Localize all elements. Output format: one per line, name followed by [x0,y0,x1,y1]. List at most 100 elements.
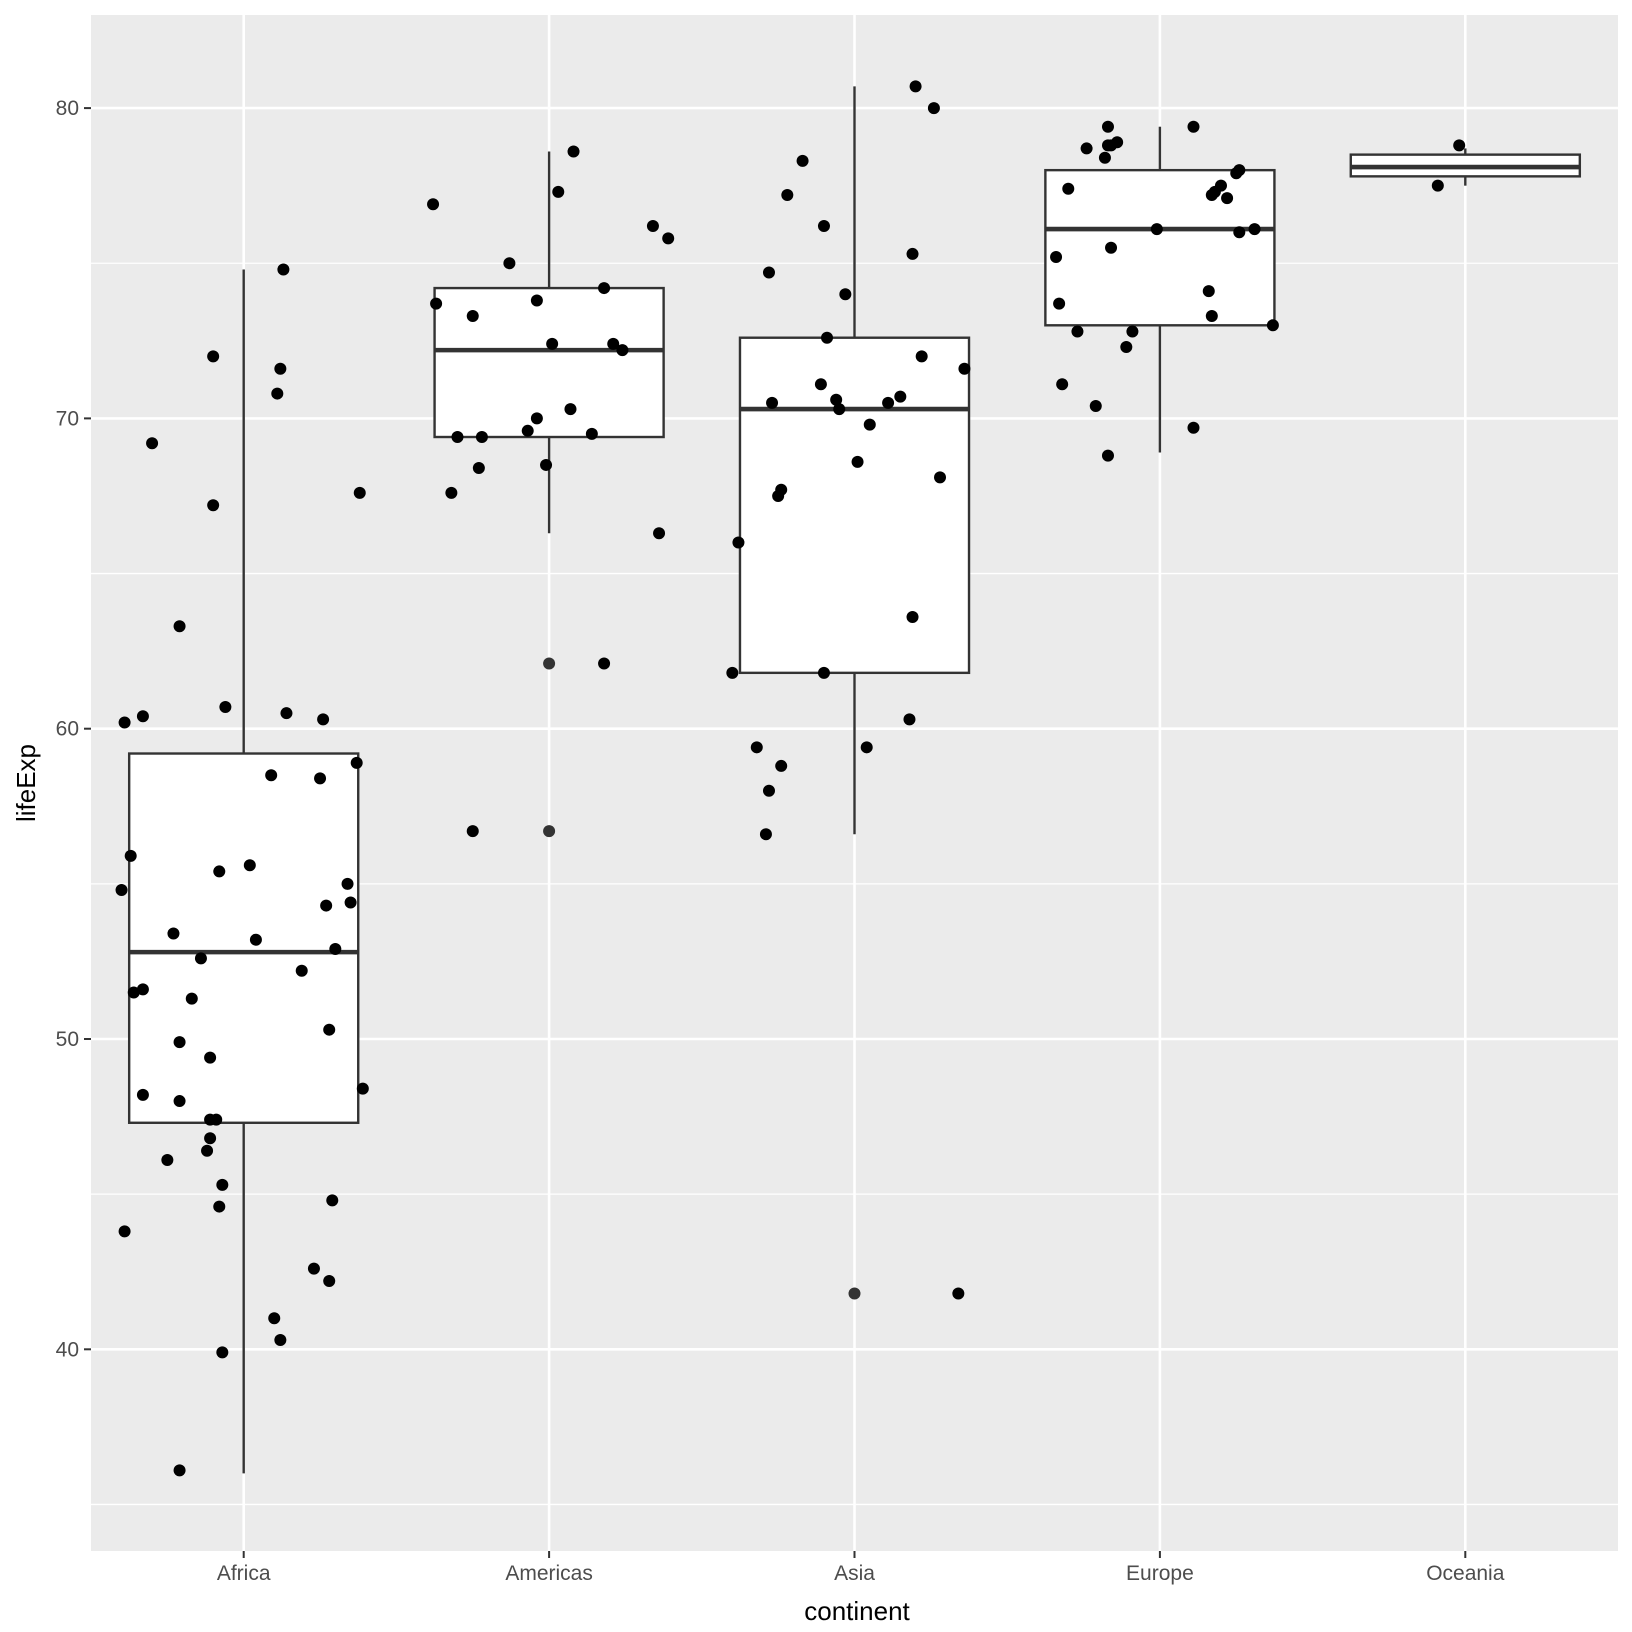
data-point [213,1200,226,1213]
y-tick-label: 60 [56,718,79,741]
data-point [726,666,739,679]
data-point [860,741,873,754]
x-tick-label: Americas [505,1562,593,1585]
data-point [323,1275,336,1288]
data-point [136,710,149,723]
data-point [271,387,284,400]
data-point [265,769,278,782]
data-point [213,865,226,878]
data-point [350,756,363,769]
outlier-point [543,657,556,670]
box-europe [1044,126,1276,453]
data-point [607,337,620,350]
data-point [915,350,928,363]
data-point [530,294,543,307]
box-iqr [738,336,971,675]
x-tick-label: Europe [1126,1562,1194,1585]
data-point [882,396,895,409]
data-point [766,396,779,409]
data-point [781,188,794,201]
data-point [762,266,775,279]
data-point [323,1023,336,1036]
data-point [136,983,149,996]
data-point [277,263,290,276]
data-point [173,1036,186,1049]
data-point [445,486,458,499]
data-point [118,1225,131,1238]
data-point [274,1333,287,1346]
data-point [173,1095,186,1108]
data-point [1120,341,1133,354]
data-point [451,431,464,444]
data-point [194,952,207,965]
data-point [567,145,580,158]
data-point [934,471,947,484]
data-point [1202,285,1215,298]
data-point [1205,309,1218,322]
data-point [1098,151,1111,164]
x-tick-label: Oceania [1426,1562,1505,1585]
data-point [909,80,922,93]
data-point [329,943,342,956]
data-point [775,483,788,496]
data-point [1126,325,1139,338]
data-point [903,713,916,726]
data-point [552,185,565,198]
x-tick-label: Asia [834,1562,875,1585]
point-layer [115,80,1466,1477]
data-point [653,527,666,540]
data-point [775,759,788,772]
data-point [124,849,137,862]
data-point [814,378,827,391]
data-point [1214,179,1227,192]
data-point [280,707,293,720]
data-point [167,927,180,940]
data-point [314,772,327,785]
data-point [958,362,971,375]
data-point [646,220,659,233]
data-point [863,418,876,431]
data-point [1105,241,1118,254]
data-point [1187,120,1200,133]
data-point [851,455,864,468]
data-point [830,393,843,406]
data-point [475,431,488,444]
data-point [1089,399,1102,412]
data-point [894,390,907,403]
data-point [207,499,220,512]
data-point [616,344,629,357]
x-axis-title: continent [804,1596,910,1626]
data-point [185,992,198,1005]
data-point [1248,223,1261,236]
data-point [906,610,919,623]
data-point [839,288,852,301]
data-point [1221,192,1234,205]
data-point [821,331,834,344]
data-point [317,713,330,726]
data-point [732,536,745,549]
data-point [430,297,443,310]
data-point [210,1113,223,1126]
data-point [585,427,598,440]
data-point [1071,325,1084,338]
x-tick-label: Africa [217,1562,271,1585]
data-point [427,198,440,211]
data-point [307,1262,320,1275]
data-point [268,1312,281,1325]
data-point [750,741,763,754]
data-point [472,462,485,475]
data-point [833,403,846,416]
box-iqr [1044,168,1276,327]
data-point [249,933,262,946]
data-point [216,1346,229,1359]
data-point [1062,182,1075,195]
data-point [952,1287,965,1300]
data-point [136,1088,149,1101]
y-axis-title: lifeExp [11,744,41,822]
data-point [1111,136,1124,149]
data-point [1056,378,1069,391]
data-point [1101,449,1114,462]
data-point [173,620,186,633]
box-oceania [1349,148,1582,186]
data-point [1187,421,1200,434]
